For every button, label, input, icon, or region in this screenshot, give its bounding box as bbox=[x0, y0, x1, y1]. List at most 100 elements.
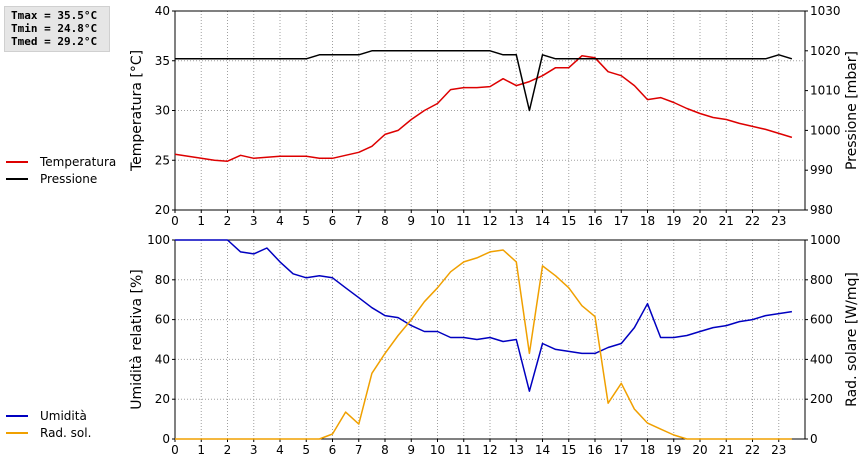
x-tick-label: 23 bbox=[771, 214, 786, 228]
x-tick-label: 16 bbox=[587, 443, 602, 457]
tmed-text: Tmed = 29.2°C bbox=[11, 35, 98, 48]
x-tick-label: 14 bbox=[535, 214, 550, 228]
x-tick-label: 0 bbox=[171, 443, 179, 457]
y-tick-label-right: 980 bbox=[810, 203, 833, 217]
y-tick-label-left: 40 bbox=[155, 4, 170, 18]
series-line-rad-sol bbox=[175, 249, 792, 440]
y-tick-label-left: 25 bbox=[155, 153, 170, 167]
x-tick-label: 8 bbox=[381, 214, 389, 228]
x-tick-label: 21 bbox=[719, 443, 734, 457]
y-tick-label-left: 80 bbox=[155, 273, 170, 287]
legend-item-pressione: Pressione bbox=[6, 170, 116, 187]
y-tick-label-right: 990 bbox=[810, 163, 833, 177]
y-tick-label-left: 40 bbox=[155, 352, 170, 366]
y-tick-label-right: 600 bbox=[810, 313, 833, 327]
y-tick-label-left: 20 bbox=[155, 392, 170, 406]
x-tick-label: 17 bbox=[614, 214, 629, 228]
x-tick-label: 10 bbox=[430, 443, 445, 457]
x-tick-label: 18 bbox=[640, 214, 655, 228]
x-tick-label: 14 bbox=[535, 443, 550, 457]
x-tick-label: 4 bbox=[276, 443, 284, 457]
x-tick-label: 2 bbox=[224, 214, 232, 228]
x-tick-label: 23 bbox=[771, 443, 786, 457]
series-line-pressione bbox=[175, 50, 793, 112]
y-tick-label-right: 1000 bbox=[810, 233, 841, 247]
y-tick-label-right: 400 bbox=[810, 352, 833, 366]
x-tick-label: 13 bbox=[509, 443, 524, 457]
x-tick-label: 17 bbox=[614, 443, 629, 457]
legend-label-radsol: Rad. sol. bbox=[40, 425, 92, 440]
y-tick-label-left: 35 bbox=[155, 54, 170, 68]
x-tick-label: 9 bbox=[407, 443, 415, 457]
x-tick-label: 13 bbox=[509, 214, 524, 228]
y-tick-label-left: 100 bbox=[147, 233, 170, 247]
stats-box: Tmax = 35.5°C Tmin = 24.8°C Tmed = 29.2°… bbox=[4, 6, 110, 52]
x-tick-label: 3 bbox=[250, 443, 258, 457]
x-tick-label: 6 bbox=[329, 214, 337, 228]
x-tick-label: 5 bbox=[302, 214, 310, 228]
legend-label-pressione: Pressione bbox=[40, 171, 98, 186]
x-tick-label: 0 bbox=[171, 214, 179, 228]
x-tick-label: 21 bbox=[719, 214, 734, 228]
y-tick-label-right: 800 bbox=[810, 273, 833, 287]
x-tick-label: 1 bbox=[197, 443, 205, 457]
y-tick-label-right: 0 bbox=[810, 432, 818, 446]
legend-item-umidita: Umidità bbox=[6, 407, 91, 424]
x-tick-label: 20 bbox=[692, 214, 707, 228]
series-line-umidit bbox=[175, 239, 793, 392]
legend-item-radsol: Rad. sol. bbox=[6, 424, 91, 441]
legend-bottom: Umidità Rad. sol. bbox=[6, 407, 91, 441]
y-tick-label-right: 1020 bbox=[810, 44, 841, 58]
x-tick-label: 20 bbox=[692, 443, 707, 457]
tmax-text: Tmax = 35.5°C bbox=[11, 9, 98, 22]
y-tick-label-left: 0 bbox=[162, 432, 170, 446]
temperatura-swatch bbox=[6, 160, 28, 163]
x-tick-label: 12 bbox=[482, 443, 497, 457]
series-line-temperatura bbox=[174, 55, 793, 162]
x-tick-label: 9 bbox=[407, 214, 415, 228]
x-tick-label: 1 bbox=[197, 214, 205, 228]
y-tick-label-right: 200 bbox=[810, 392, 833, 406]
umidita-swatch bbox=[6, 414, 28, 417]
plot-frame bbox=[174, 10, 806, 211]
y-axis-title-left: Umidità relativa [%] bbox=[129, 269, 145, 410]
x-tick-label: 12 bbox=[482, 214, 497, 228]
x-tick-label: 16 bbox=[587, 214, 602, 228]
x-tick-label: 6 bbox=[329, 443, 337, 457]
y-axis-title-right: Pressione [mbar] bbox=[844, 51, 860, 170]
radsol-swatch bbox=[6, 431, 28, 434]
y-tick-label-left: 20 bbox=[155, 203, 170, 217]
x-tick-label: 3 bbox=[250, 214, 258, 228]
x-tick-label: 11 bbox=[456, 443, 471, 457]
x-tick-label: 7 bbox=[355, 214, 363, 228]
x-tick-label: 10 bbox=[430, 214, 445, 228]
x-tick-label: 19 bbox=[666, 214, 681, 228]
y-tick-label-left: 30 bbox=[155, 104, 170, 118]
x-tick-label: 19 bbox=[666, 443, 681, 457]
x-tick-label: 15 bbox=[561, 214, 576, 228]
y-tick-label-right: 1000 bbox=[810, 123, 841, 137]
legend-label-umidita: Umidità bbox=[40, 408, 87, 423]
pressione-swatch bbox=[6, 177, 28, 180]
x-tick-label: 5 bbox=[302, 443, 310, 457]
x-tick-label: 2 bbox=[224, 443, 232, 457]
legend-label-temperatura: Temperatura bbox=[40, 154, 117, 169]
legend-top: Temperatura Pressione bbox=[6, 153, 116, 187]
x-tick-label: 11 bbox=[456, 214, 471, 228]
tmin-text: Tmin = 24.8°C bbox=[11, 22, 98, 35]
x-tick-label: 22 bbox=[745, 443, 760, 457]
legend-item-temperatura: Temperatura bbox=[6, 153, 116, 170]
y-axis-title-right: Rad. solare [W/mq] bbox=[844, 272, 860, 407]
x-tick-label: 18 bbox=[640, 443, 655, 457]
x-tick-label: 4 bbox=[276, 214, 284, 228]
y-tick-label-right: 1010 bbox=[810, 84, 841, 98]
y-tick-label-right: 1030 bbox=[810, 4, 841, 18]
y-tick-label-left: 60 bbox=[155, 313, 170, 327]
plot-frame bbox=[174, 239, 806, 440]
x-tick-label: 22 bbox=[745, 214, 760, 228]
x-tick-label: 8 bbox=[381, 443, 389, 457]
y-axis-title-left: Temperatura [°C] bbox=[129, 50, 145, 172]
x-tick-label: 7 bbox=[355, 443, 363, 457]
x-tick-label: 15 bbox=[561, 443, 576, 457]
